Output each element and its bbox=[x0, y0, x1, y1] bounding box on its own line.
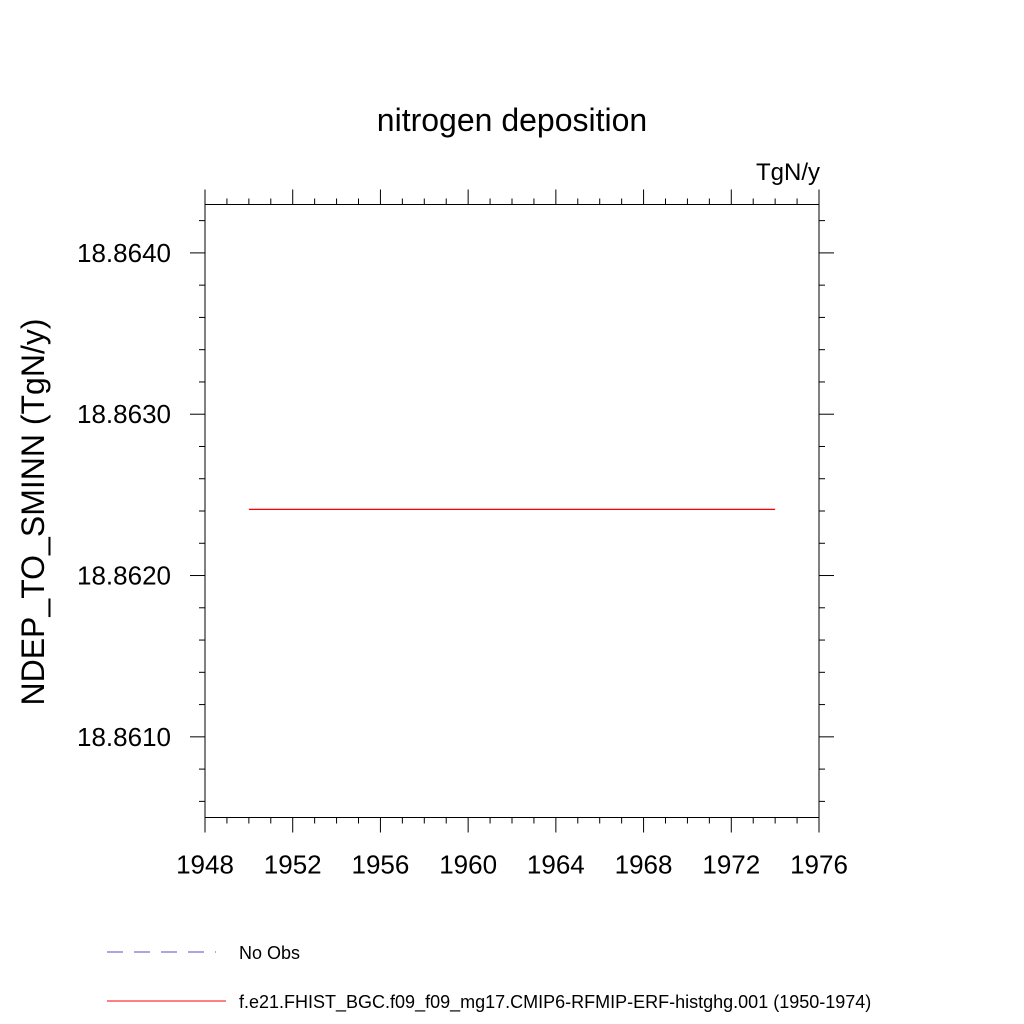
units-label: TgN/y bbox=[756, 159, 820, 186]
y-tick-label: 18.8630 bbox=[77, 399, 171, 429]
y-axis-label: NDEP_TO_SMINN (TgN/y) bbox=[15, 318, 51, 705]
x-tick-label: 1968 bbox=[615, 850, 673, 880]
y-tick-label: 18.8610 bbox=[77, 722, 171, 752]
chart-title: nitrogen deposition bbox=[377, 102, 647, 138]
x-tick-label: 1948 bbox=[176, 850, 234, 880]
x-tick-label: 1964 bbox=[527, 850, 585, 880]
x-tick-label: 1956 bbox=[352, 850, 410, 880]
legend-label: f.e21.FHIST_BGC.f09_f09_mg17.CMIP6-RFMIP… bbox=[239, 992, 871, 1013]
x-tick-label: 1952 bbox=[264, 850, 322, 880]
x-tick-label: 1960 bbox=[439, 850, 497, 880]
x-tick-label: 1972 bbox=[702, 850, 760, 880]
legend: No Obs f.e21.FHIST_BGC.f09_f09_mg17.CMIP6… bbox=[107, 943, 871, 1013]
plot-frame bbox=[204, 204, 820, 818]
x-tick-label: 1976 bbox=[790, 850, 848, 880]
legend-label: No Obs bbox=[239, 943, 300, 963]
axis-tick-labels: 1948 1952 1956 1960 1964 1968 1972 1976 18.8610 1… bbox=[77, 238, 848, 880]
y-tick-label: 18.8620 bbox=[77, 561, 171, 591]
y-tick-label: 18.8640 bbox=[77, 238, 171, 268]
axis-ticks bbox=[190, 189, 834, 833]
